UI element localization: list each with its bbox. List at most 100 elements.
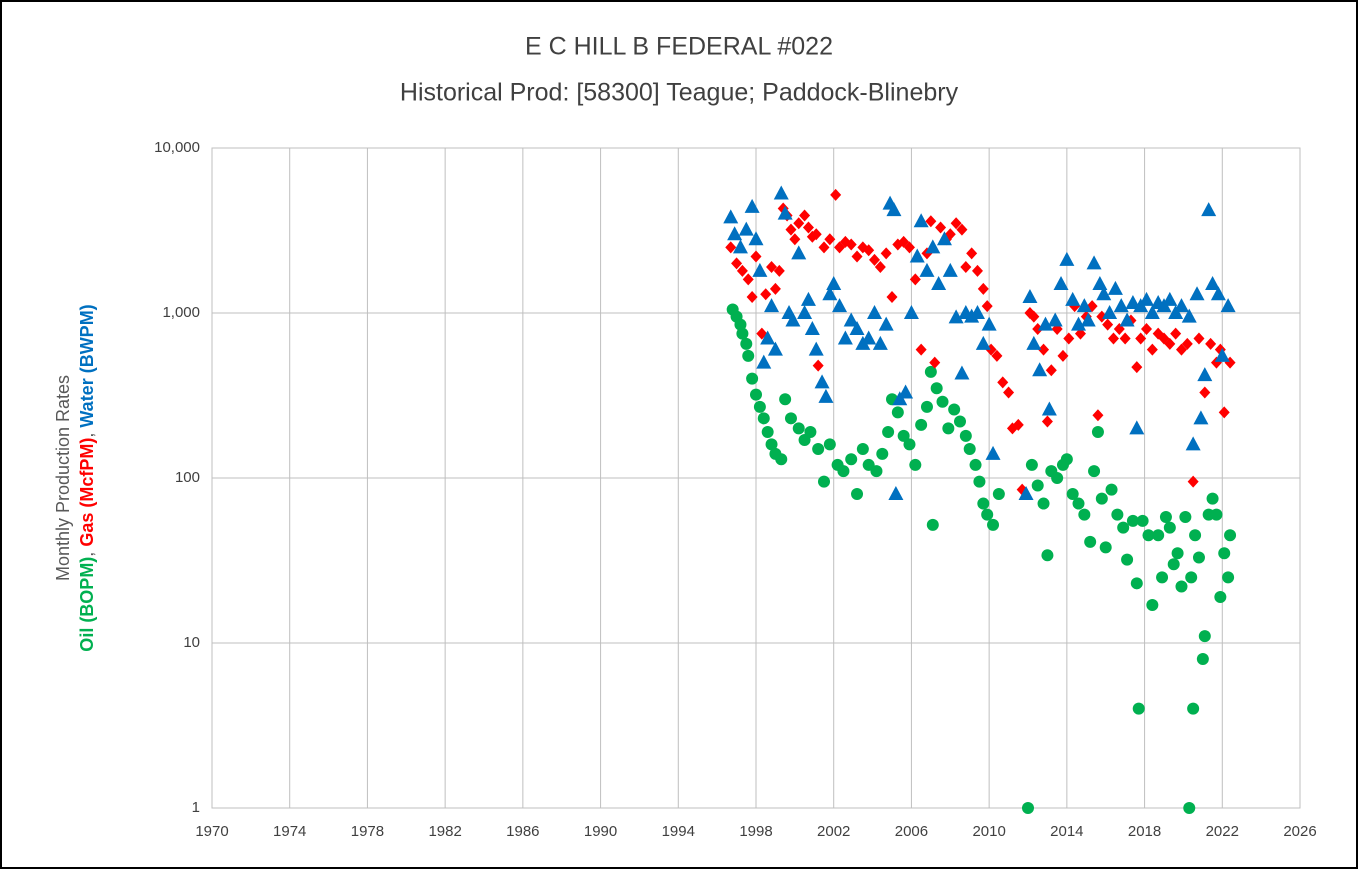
data-point xyxy=(760,330,776,345)
data-point xyxy=(1129,420,1145,435)
data-point xyxy=(963,442,976,455)
data-point xyxy=(849,320,865,335)
data-point xyxy=(765,438,778,451)
data-point xyxy=(1206,492,1219,505)
data-point xyxy=(727,226,743,241)
data-point xyxy=(748,231,764,246)
data-point xyxy=(1051,472,1064,484)
data-point xyxy=(942,262,958,277)
data-point xyxy=(757,412,770,425)
data-point xyxy=(845,238,857,251)
data-point xyxy=(738,221,754,236)
data-point xyxy=(773,185,789,200)
series xyxy=(723,185,1236,500)
data-point xyxy=(851,487,864,500)
data-point xyxy=(802,221,814,234)
data-point xyxy=(1080,312,1096,327)
data-point xyxy=(725,241,737,254)
data-point xyxy=(1224,529,1237,542)
data-point xyxy=(1060,453,1073,466)
data-point xyxy=(897,429,910,442)
data-point xyxy=(736,264,748,277)
data-point xyxy=(1142,529,1155,542)
data-point xyxy=(800,291,816,306)
data-point xyxy=(903,438,916,451)
data-point xyxy=(818,388,834,403)
data-point xyxy=(843,312,859,327)
data-point xyxy=(1199,386,1211,399)
data-point xyxy=(742,273,754,286)
data-point xyxy=(931,275,947,290)
data-point xyxy=(760,288,772,301)
data-point xyxy=(930,382,943,395)
data-point xyxy=(818,475,830,488)
data-point xyxy=(1193,332,1205,345)
data-point xyxy=(753,400,766,413)
data-point xyxy=(1171,547,1184,560)
x-tick-label: 1978 xyxy=(351,823,384,840)
x-tick-label: 2014 xyxy=(1050,823,1083,840)
data-point xyxy=(876,447,889,460)
data-point xyxy=(1183,802,1196,814)
data-point xyxy=(804,426,817,439)
data-point xyxy=(950,217,962,230)
data-point xyxy=(784,412,797,425)
data-point xyxy=(1130,577,1143,590)
x-tick-label: 1970 xyxy=(195,823,228,840)
data-point xyxy=(1220,298,1236,313)
y-tick-label: 10,000 xyxy=(154,139,200,156)
data-point xyxy=(1037,316,1053,331)
x-tick-label: 1998 xyxy=(739,823,772,840)
data-point xyxy=(936,395,949,408)
data-point xyxy=(1096,286,1112,301)
data-point xyxy=(767,341,783,356)
data-point xyxy=(1132,702,1145,715)
data-point xyxy=(1072,497,1085,510)
y-label-oil: Oil (BOPM) xyxy=(77,557,97,652)
y-label-water: Water (BWPM) xyxy=(77,304,97,427)
data-point xyxy=(1179,511,1192,524)
data-point xyxy=(777,205,793,220)
data-point xyxy=(785,223,797,236)
data-point xyxy=(1084,535,1097,548)
data-point xyxy=(746,372,759,385)
data-point xyxy=(1156,571,1169,584)
data-point xyxy=(1205,337,1217,350)
data-point xyxy=(869,253,881,266)
data-point xyxy=(981,316,997,331)
data-point xyxy=(793,217,805,230)
data-point xyxy=(1057,349,1069,362)
data-point xyxy=(1047,312,1063,327)
y-label-separator: , xyxy=(77,547,97,557)
data-point xyxy=(935,221,947,234)
data-point xyxy=(880,247,892,260)
x-tick-label: 1974 xyxy=(273,823,306,840)
data-point xyxy=(886,291,898,304)
data-point xyxy=(791,245,807,260)
data-point xyxy=(1189,529,1202,542)
data-point xyxy=(1065,291,1081,306)
data-point xyxy=(870,465,883,478)
data-point xyxy=(1152,529,1165,542)
data-point xyxy=(799,209,811,222)
y-tick-label: 1,000 xyxy=(162,304,200,321)
data-point xyxy=(1139,291,1155,306)
plot-area xyxy=(211,147,1301,809)
x-tick-label: 1990 xyxy=(584,823,617,840)
y-axis-series-label: Oil (BOPM), Gas (McfPM), Water (BWPM) xyxy=(77,304,97,651)
data-point xyxy=(1092,275,1108,290)
data-point xyxy=(1041,415,1053,428)
data-point xyxy=(1078,508,1091,521)
data-point xyxy=(797,305,813,319)
data-point xyxy=(936,231,952,246)
data-point xyxy=(1192,551,1205,564)
data-point xyxy=(973,475,986,488)
data-point xyxy=(734,318,747,331)
data-point xyxy=(1066,487,1079,500)
data-point xyxy=(1003,386,1015,399)
data-point xyxy=(1175,580,1188,593)
data-point xyxy=(1045,364,1057,377)
data-point xyxy=(1041,401,1057,416)
data-point xyxy=(1107,332,1119,345)
data-point xyxy=(830,188,842,201)
